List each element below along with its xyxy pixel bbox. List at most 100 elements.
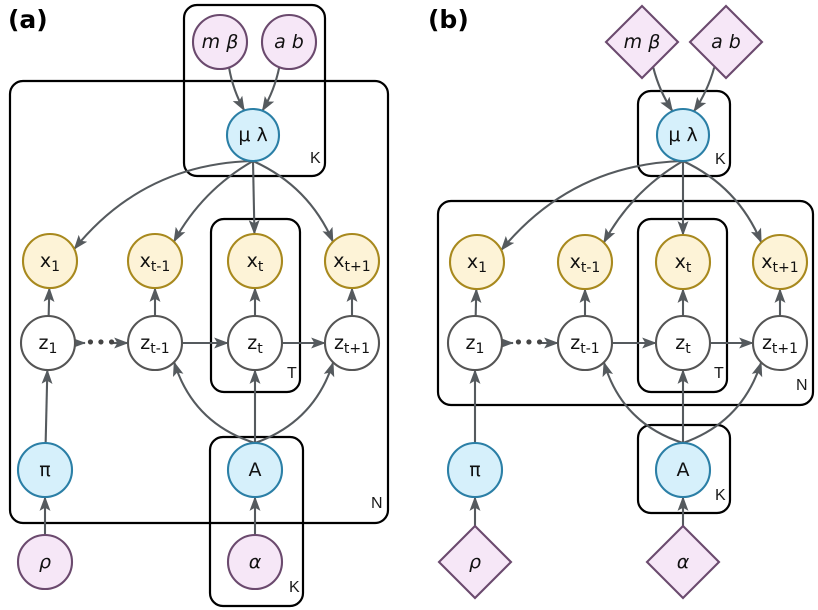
node-x-tp1[interactable]: xt+1 — [323, 232, 381, 290]
node-z-t-shape[interactable] — [654, 314, 712, 372]
node-x-1[interactable]: x1 — [448, 233, 506, 291]
node-A[interactable]: A — [654, 441, 712, 499]
node-x-1[interactable]: x1 — [21, 232, 79, 290]
node-A-label: A — [677, 459, 690, 481]
node-mu-lambda-shape[interactable] — [225, 107, 281, 163]
node-rho[interactable]: ρ — [16, 533, 74, 591]
node-a-b-shape[interactable] — [260, 13, 318, 71]
edges — [39, 66, 358, 535]
edge-A-to-ztm1 — [173, 361, 256, 445]
edge-mbeta-to-mulambda — [227, 67, 246, 112]
node-m-beta[interactable]: m β — [604, 4, 680, 80]
node-z-1-label: z1 — [466, 332, 485, 357]
node-x-tp1-label: xt+1 — [761, 251, 798, 276]
edge-ab-to-mulambda — [693, 67, 716, 113]
node-z-t-label: zt — [675, 332, 691, 357]
node-z-t-label: zt — [247, 332, 263, 357]
node-x-tm1[interactable]: xt-1 — [556, 233, 614, 291]
node-a-b-shape[interactable] — [688, 4, 764, 80]
node-pi[interactable]: π — [446, 441, 504, 499]
node-z-1[interactable]: z1 — [446, 314, 504, 372]
node-m-beta[interactable]: m β — [191, 13, 249, 71]
node-pi-shape[interactable] — [16, 441, 74, 499]
edge-mulambda-to-node-x-tm1 — [172, 160, 254, 243]
node-z-tm1[interactable]: zt-1 — [126, 314, 184, 372]
node-z-tm1-shape[interactable] — [126, 314, 184, 372]
edge-ellipsis: ••• — [513, 333, 545, 354]
node-z-tm1-label: zt-1 — [570, 332, 599, 357]
node-x-t-shape[interactable] — [226, 232, 284, 290]
node-mu-lambda[interactable]: μ λ — [655, 107, 711, 163]
node-rho-shape[interactable] — [16, 533, 74, 591]
node-m-beta-shape[interactable] — [191, 13, 249, 71]
edge-mulambda-to-node-x-1 — [73, 159, 254, 250]
node-z-tp1-shape[interactable] — [323, 314, 381, 372]
panel-a: (a) K N T K ••• m β a b μ λ x1 xt-1 xt xt+1 z1 zt-1 zt z… — [8, 3, 390, 608]
edge-mulambda-to-node-x-tp1 — [252, 160, 334, 243]
plate-k-transition-label: K — [289, 579, 300, 596]
node-x-tp1[interactable]: xt+1 — [751, 233, 809, 291]
node-alpha-shape[interactable] — [226, 533, 284, 591]
plate-n-outer-label: N — [796, 377, 808, 394]
node-a-b-label: a b — [711, 31, 741, 53]
edges — [469, 67, 786, 537]
node-pi[interactable]: π — [16, 441, 74, 499]
node-z-tm1-shape[interactable] — [556, 314, 614, 372]
node-pi-label: π — [39, 459, 50, 481]
panel-label-b: (b) — [428, 5, 469, 34]
node-x-tp1-shape[interactable] — [323, 232, 381, 290]
node-m-beta-shape[interactable] — [604, 4, 680, 80]
plate-t-inner-label: T — [714, 365, 724, 382]
node-z-tp1[interactable]: zt+1 — [323, 314, 381, 372]
node-z-tp1[interactable]: zt+1 — [751, 314, 809, 372]
edge-A-to-ztp1 — [254, 361, 335, 444]
node-a-b[interactable]: a b — [688, 4, 764, 80]
node-x-tm1-shape[interactable] — [126, 232, 184, 290]
edge-z1-to-x1 — [470, 288, 482, 317]
node-mu-lambda-shape[interactable] — [655, 107, 711, 163]
node-rho[interactable]: ρ — [437, 524, 513, 600]
node-alpha[interactable]: α — [226, 533, 284, 591]
node-A[interactable]: A — [226, 441, 284, 499]
node-z-1-shape[interactable] — [446, 314, 504, 372]
node-rho-label: ρ — [469, 551, 481, 573]
node-z-1-label: z1 — [39, 332, 58, 357]
node-x-1-shape[interactable] — [448, 233, 506, 291]
node-z-tp1-shape[interactable] — [751, 314, 809, 372]
node-a-b-label: a b — [274, 31, 304, 53]
node-z-t-shape[interactable] — [226, 314, 284, 372]
node-alpha[interactable]: α — [645, 524, 721, 600]
node-z-t[interactable]: zt — [654, 314, 712, 372]
node-x-t[interactable]: xt — [226, 232, 284, 290]
node-x-tp1-shape[interactable] — [751, 233, 809, 291]
node-rho-shape[interactable] — [437, 524, 513, 600]
node-x-t-label: xt — [675, 251, 692, 276]
node-z-1[interactable]: z1 — [19, 314, 77, 372]
plate-n-outer-label: N — [371, 495, 383, 512]
node-z-tp1-label: zt+1 — [334, 332, 370, 357]
node-z-1-shape[interactable] — [19, 314, 77, 372]
node-A-shape[interactable] — [226, 441, 284, 499]
plate-k-emission — [182, 3, 327, 178]
edge-A-to-ztm1 — [602, 361, 684, 445]
plate-t-inner-label: T — [287, 365, 297, 382]
plate-n-outer — [8, 79, 390, 525]
node-pi-shape[interactable] — [446, 441, 504, 499]
node-rho-label: ρ — [39, 551, 51, 573]
node-x-t-label: xt — [247, 250, 264, 275]
node-x-tm1[interactable]: xt-1 — [126, 232, 184, 290]
panel-b: (b) K N T K ••• m β a b μ λ x1 xt-1 xt xt+1 z1 zt-1 zt z… — [428, 4, 815, 600]
node-mu-lambda[interactable]: μ λ — [225, 107, 281, 163]
node-m-beta-label: m β — [624, 31, 661, 53]
node-x-t-shape[interactable] — [654, 233, 712, 291]
node-x-tm1-shape[interactable] — [556, 233, 614, 291]
node-z-tm1[interactable]: zt-1 — [556, 314, 614, 372]
node-x-1-shape[interactable] — [21, 232, 79, 290]
node-z-t[interactable]: zt — [226, 314, 284, 372]
node-x-t[interactable]: xt — [654, 233, 712, 291]
node-alpha-shape[interactable] — [645, 524, 721, 600]
node-A-shape[interactable] — [654, 441, 712, 499]
plate-k-transition-label: K — [715, 487, 726, 504]
node-a-b[interactable]: a b — [260, 13, 318, 71]
